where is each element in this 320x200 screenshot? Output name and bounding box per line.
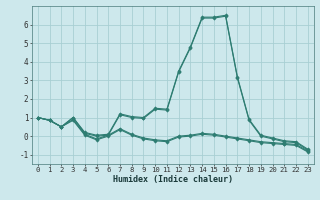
X-axis label: Humidex (Indice chaleur): Humidex (Indice chaleur): [113, 175, 233, 184]
